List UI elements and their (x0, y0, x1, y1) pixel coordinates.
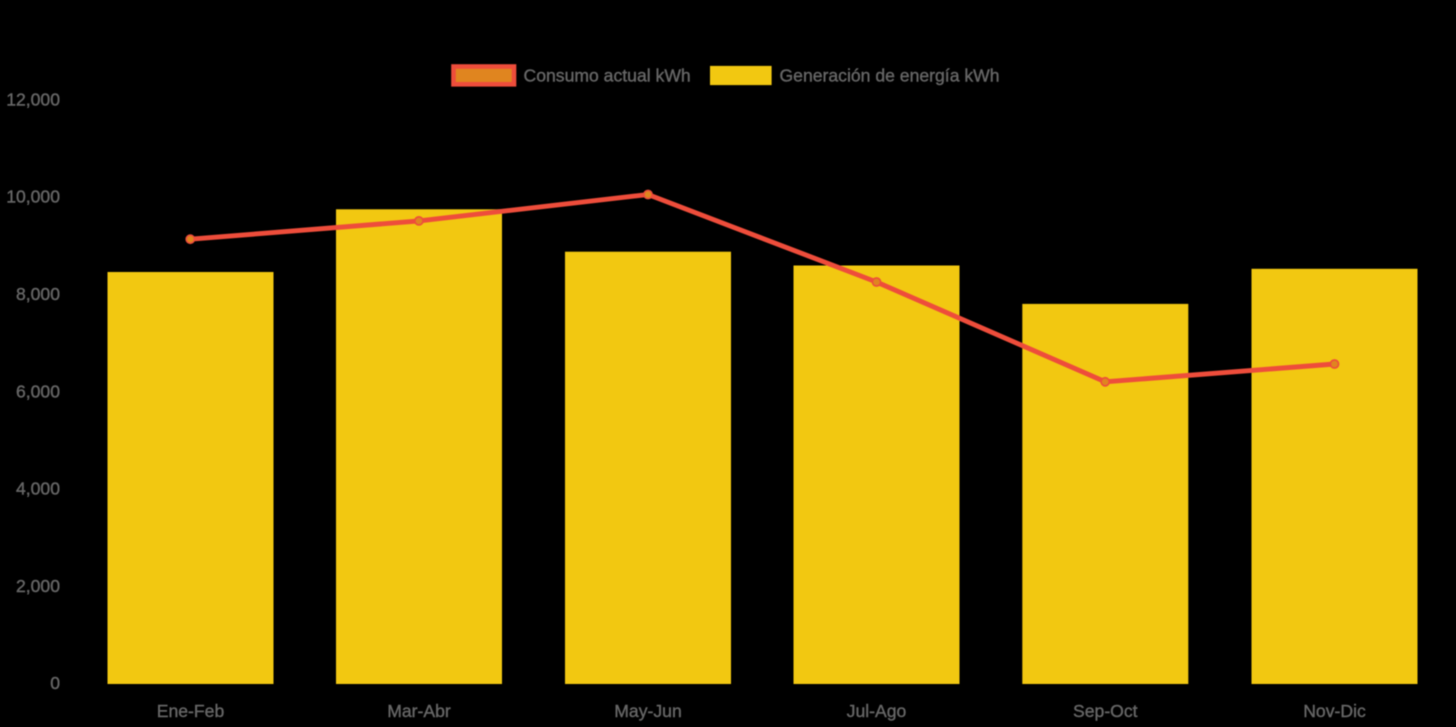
svg-text:0: 0 (50, 673, 60, 693)
svg-text:Jul-Ago: Jul-Ago (847, 701, 907, 721)
svg-text:2,000: 2,000 (16, 576, 60, 596)
svg-text:12,000: 12,000 (6, 89, 60, 109)
svg-text:Generación de energía kWh: Generación de energía kWh (780, 66, 1000, 86)
svg-text:Ene-Feb: Ene-Feb (157, 701, 225, 721)
svg-text:4,000: 4,000 (16, 479, 60, 499)
svg-text:May-Jun: May-Jun (614, 701, 681, 721)
svg-text:Sep-Oct: Sep-Oct (1073, 701, 1138, 721)
svg-text:8,000: 8,000 (16, 284, 60, 304)
svg-text:Nov-Dic: Nov-Dic (1303, 701, 1366, 721)
svg-text:Mar-Abr: Mar-Abr (387, 701, 451, 721)
svg-text:Consumo actual kWh: Consumo actual kWh (524, 66, 691, 86)
svg-text:10,000: 10,000 (6, 187, 60, 207)
svg-text:6,000: 6,000 (16, 381, 60, 401)
